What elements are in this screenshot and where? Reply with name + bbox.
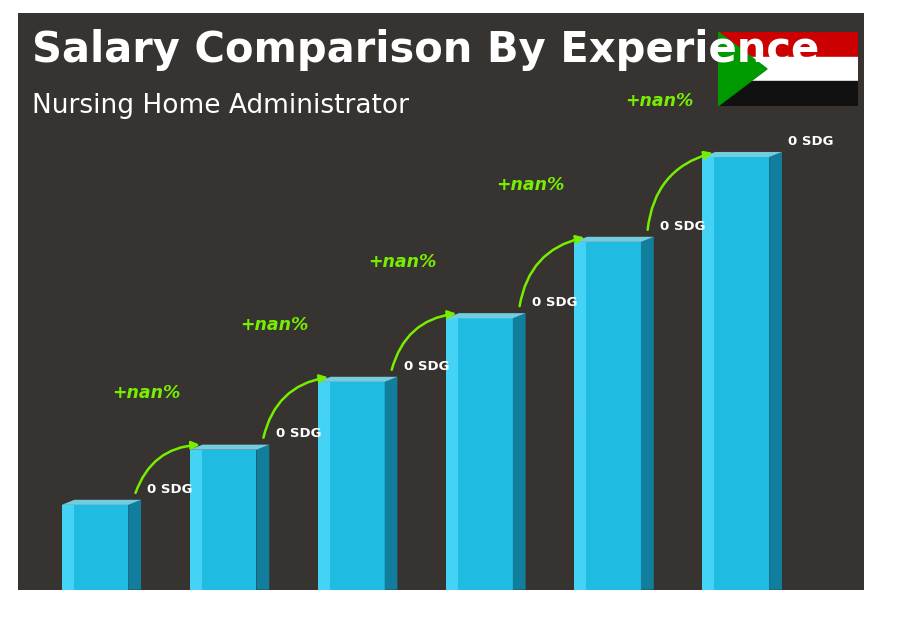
FancyBboxPatch shape	[703, 157, 715, 590]
Polygon shape	[384, 377, 398, 590]
FancyBboxPatch shape	[703, 157, 770, 590]
Text: salary: salary	[394, 615, 446, 629]
Text: +nan%: +nan%	[240, 317, 309, 335]
Polygon shape	[256, 445, 269, 590]
Text: 0 SDG: 0 SDG	[532, 296, 578, 309]
Text: 0 SDG: 0 SDG	[275, 428, 321, 440]
FancyBboxPatch shape	[446, 318, 513, 590]
Text: 0 SDG: 0 SDG	[148, 483, 193, 495]
Text: explorer.com: explorer.com	[450, 615, 550, 629]
FancyBboxPatch shape	[574, 242, 641, 590]
Text: +nan%: +nan%	[497, 176, 565, 194]
Text: 20+ Years: 20+ Years	[695, 617, 777, 632]
Polygon shape	[703, 152, 782, 157]
Polygon shape	[61, 500, 141, 505]
Polygon shape	[641, 237, 653, 590]
FancyBboxPatch shape	[574, 242, 586, 590]
Text: +nan%: +nan%	[368, 253, 436, 271]
FancyBboxPatch shape	[190, 450, 256, 590]
Bar	[718, 32, 858, 56]
Text: 5 to 10: 5 to 10	[322, 617, 381, 632]
Text: 0 SDG: 0 SDG	[788, 135, 834, 147]
Polygon shape	[770, 152, 782, 590]
Polygon shape	[574, 237, 653, 242]
Text: Nursing Home Administrator: Nursing Home Administrator	[32, 93, 409, 119]
FancyBboxPatch shape	[61, 505, 74, 590]
Polygon shape	[318, 377, 398, 382]
Polygon shape	[513, 313, 526, 590]
Text: 2 to 5: 2 to 5	[199, 617, 247, 632]
FancyBboxPatch shape	[318, 382, 330, 590]
Text: 15 to 20: 15 to 20	[573, 617, 642, 632]
Text: 0 SDG: 0 SDG	[404, 360, 449, 372]
Bar	[718, 81, 858, 106]
FancyBboxPatch shape	[190, 450, 202, 590]
Text: < 2 Years: < 2 Years	[56, 617, 134, 632]
Text: +nan%: +nan%	[625, 92, 693, 110]
Text: +nan%: +nan%	[112, 384, 180, 403]
Polygon shape	[718, 32, 767, 106]
FancyBboxPatch shape	[61, 505, 128, 590]
FancyBboxPatch shape	[318, 382, 384, 590]
Text: Average Monthly Salary: Average Monthly Salary	[871, 301, 884, 442]
Polygon shape	[190, 445, 269, 450]
Bar	[718, 56, 858, 81]
Text: Salary Comparison By Experience: Salary Comparison By Experience	[32, 29, 819, 71]
Polygon shape	[446, 313, 526, 318]
Polygon shape	[128, 500, 141, 590]
FancyBboxPatch shape	[446, 318, 458, 590]
Text: 10 to 15: 10 to 15	[446, 617, 514, 632]
Text: 0 SDG: 0 SDG	[661, 220, 706, 233]
